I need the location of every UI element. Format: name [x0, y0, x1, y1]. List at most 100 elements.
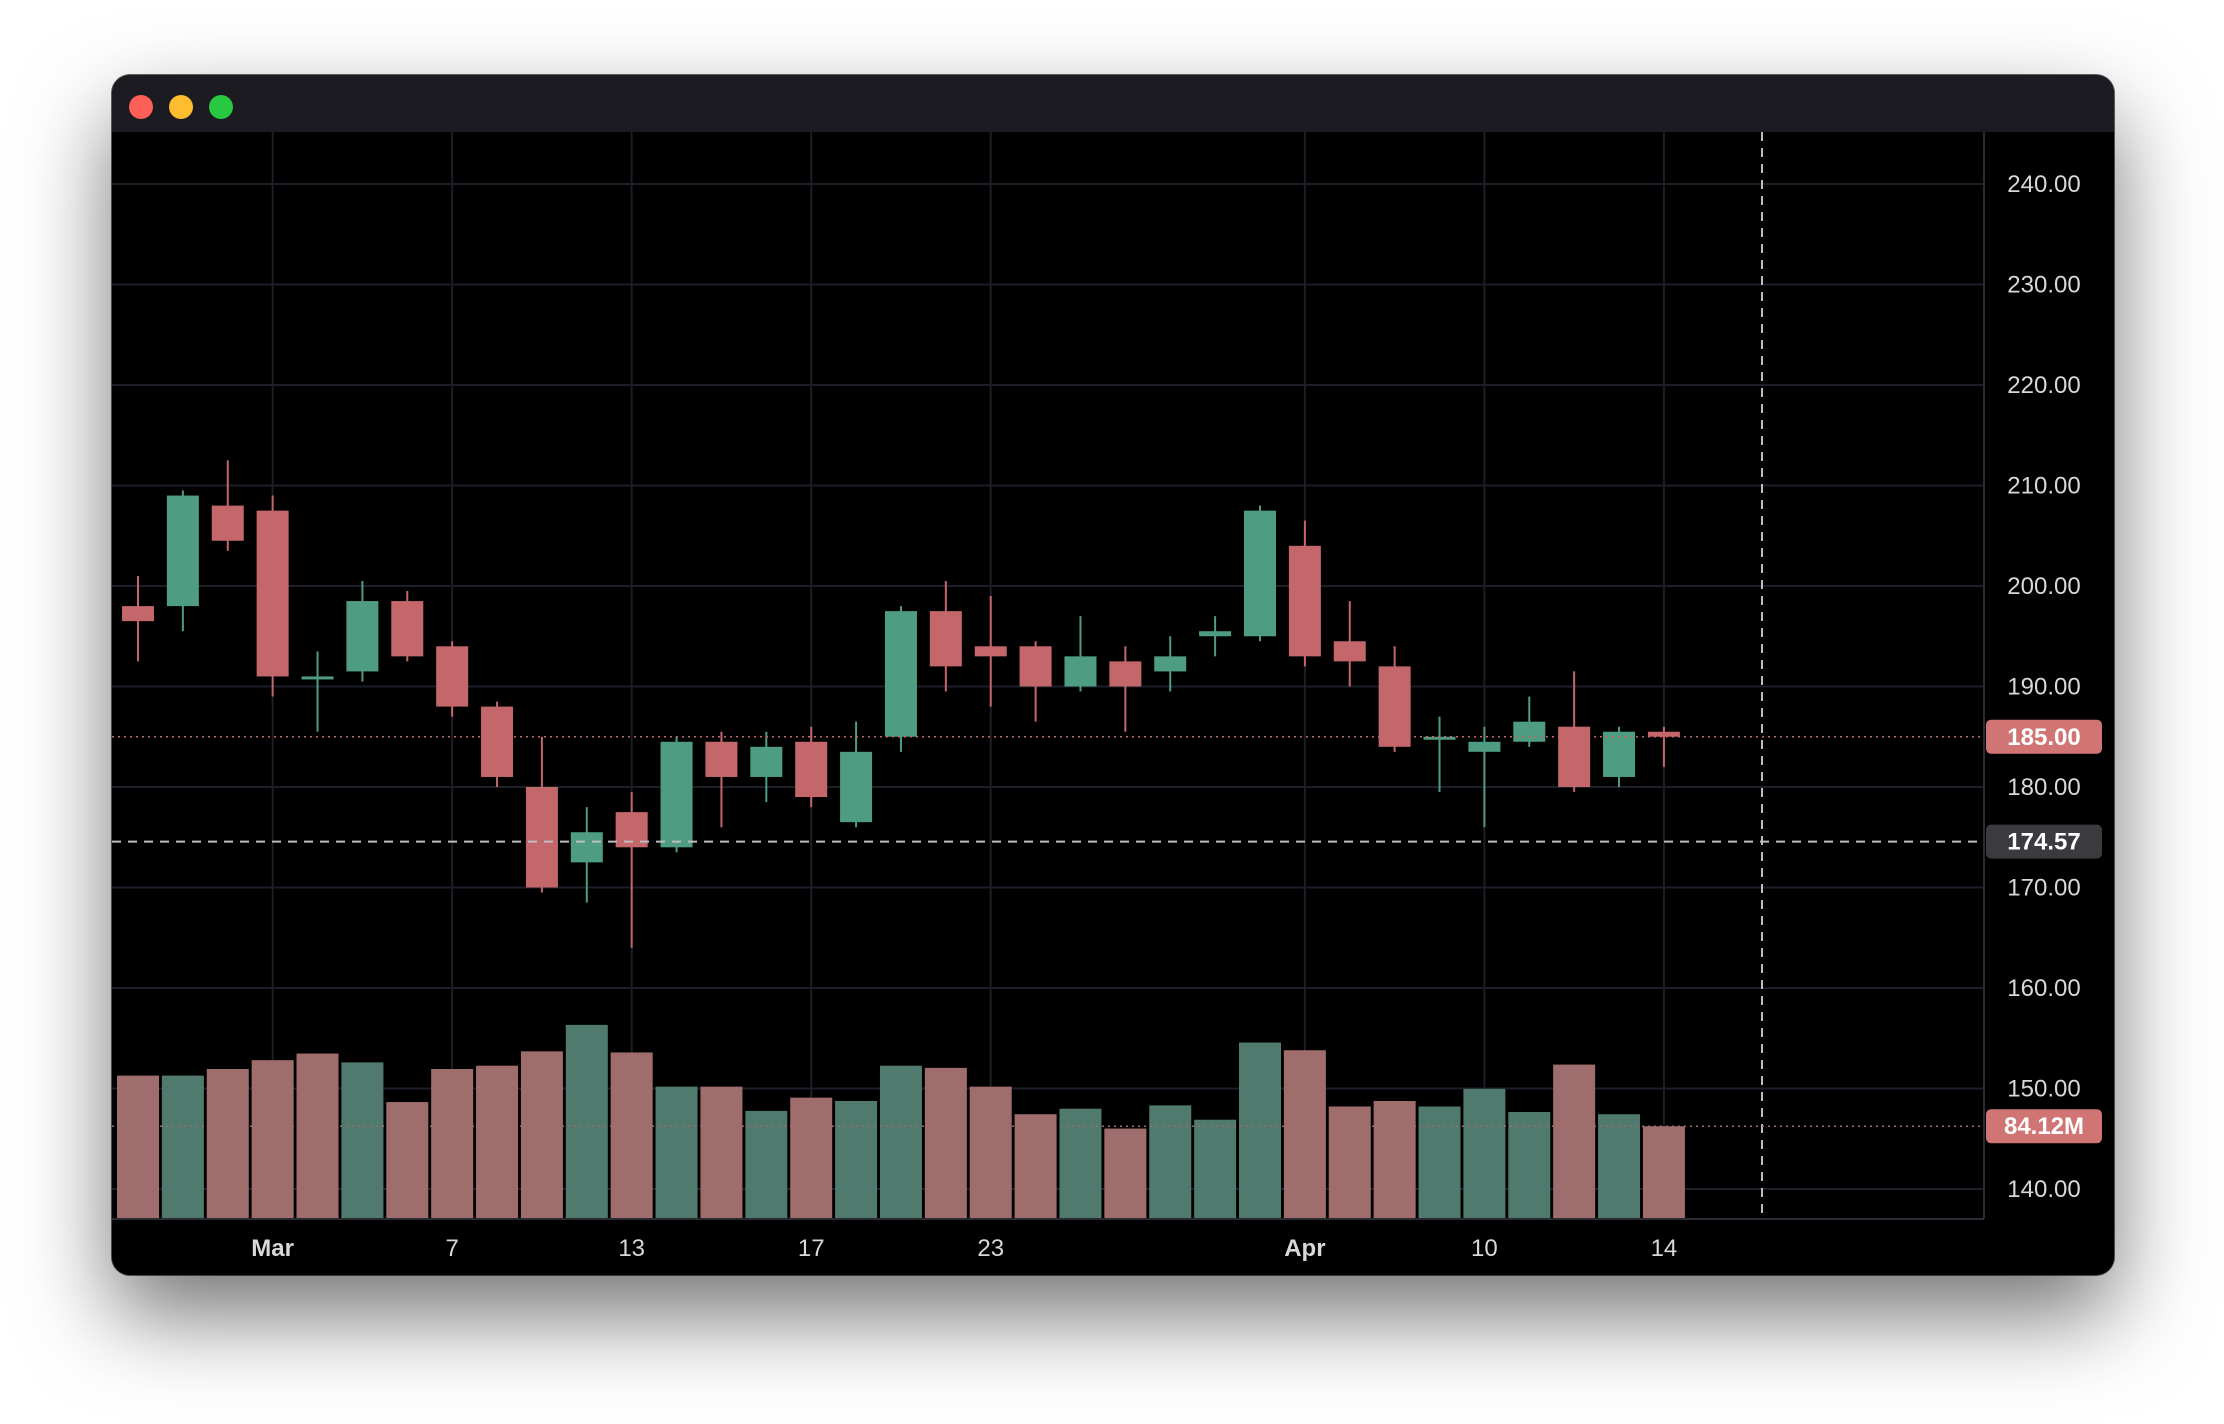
- volume-bar: [1373, 1100, 1416, 1219]
- price-tick-label: 140.00: [2007, 1176, 2080, 1203]
- price-tick-label: 190.00: [2007, 674, 2080, 701]
- time-tick-label: 7: [445, 1235, 458, 1262]
- volume-bar: [1508, 1112, 1551, 1219]
- chart-window: 140.00 150.00 160.00 170.00 180.00 190.00 200.…: [112, 75, 2114, 1275]
- candle-up: [1468, 741, 1501, 752]
- volume-bar: [1328, 1106, 1371, 1219]
- volume-bar: [117, 1075, 159, 1219]
- volume-bar: [700, 1086, 743, 1219]
- candlestick-chart[interactable]: 140.00 150.00 160.00 170.00 180.00 190.00 200.…: [112, 132, 2114, 1275]
- price-tick-label: 220.00: [2007, 372, 2080, 399]
- volume-bar: [1194, 1119, 1237, 1219]
- candle-up: [1199, 631, 1232, 637]
- volume-bar: [296, 1053, 339, 1219]
- volume-bar: [386, 1102, 429, 1219]
- crosshair-price-label-background: [1986, 824, 2102, 859]
- volume-bar: [1642, 1126, 1685, 1219]
- time-tick-label: 23: [977, 1235, 1004, 1262]
- time-tick-label: 13: [618, 1235, 645, 1262]
- last-price-label-background: [1986, 719, 2102, 754]
- close-window-button[interactable]: [129, 95, 153, 119]
- zoom-window-button[interactable]: [209, 95, 233, 119]
- volume-bar: [1014, 1114, 1057, 1219]
- price-tick-label: 170.00: [2007, 875, 2080, 902]
- time-tick-label: 17: [798, 1235, 825, 1262]
- candle-down: [211, 505, 244, 541]
- candle-up: [840, 751, 873, 823]
- volume-bar: [206, 1068, 249, 1219]
- price-tick-label: 240.00: [2007, 171, 2080, 198]
- volume-bar: [1149, 1105, 1192, 1219]
- volume-bar: [251, 1060, 294, 1219]
- candle-down: [1019, 646, 1052, 687]
- title-bar: [112, 75, 2114, 132]
- volume-bar: [341, 1062, 384, 1219]
- price-tick-label: 200.00: [2007, 573, 2080, 600]
- volume-bar: [835, 1100, 878, 1219]
- candle-down: [1378, 666, 1411, 747]
- candle-up: [1423, 736, 1456, 740]
- volume-bar: [431, 1068, 474, 1219]
- candle-up: [1244, 510, 1276, 637]
- candle-down: [525, 787, 558, 888]
- volume-bar: [161, 1075, 204, 1219]
- volume-bar: [655, 1086, 698, 1219]
- candle-down: [122, 606, 154, 622]
- candle-down: [481, 706, 514, 777]
- candle-down: [1288, 545, 1321, 657]
- time-tick-label: 10: [1471, 1235, 1498, 1262]
- time-tick-label: Mar: [251, 1235, 294, 1262]
- volume-bar: [520, 1051, 563, 1219]
- last-price-label: 185.00: [2007, 724, 2080, 751]
- crosshair-price-label: 174.57: [2007, 829, 2080, 856]
- candle-up: [750, 746, 783, 777]
- candle-up: [570, 832, 603, 863]
- candle-up: [1154, 656, 1187, 672]
- volume-bar: [1239, 1042, 1281, 1219]
- candle-up: [166, 495, 199, 607]
- candle-down: [795, 741, 828, 798]
- candle-down: [1558, 726, 1591, 787]
- candle-down: [436, 646, 469, 707]
- candle-down: [974, 646, 1007, 657]
- candle-up: [660, 741, 693, 848]
- time-tick-label: 14: [1651, 1235, 1678, 1262]
- candle-down: [1109, 661, 1142, 687]
- candle-down: [391, 601, 424, 657]
- candle-down: [929, 611, 962, 667]
- volume-bar: [1104, 1128, 1147, 1219]
- minimize-window-button[interactable]: [169, 95, 193, 119]
- volume-bar: [1418, 1106, 1461, 1219]
- volume-bar: [790, 1097, 833, 1219]
- price-tick-label: 230.00: [2007, 272, 2080, 299]
- candle-down: [256, 510, 289, 677]
- volume-bar: [1598, 1114, 1641, 1219]
- price-tick-label: 150.00: [2007, 1076, 2080, 1103]
- candle-down: [1333, 641, 1366, 662]
- candle-up: [1064, 656, 1097, 687]
- price-tick-label: 210.00: [2007, 473, 2080, 500]
- candle-up: [346, 601, 379, 672]
- last-volume-label-background: [1986, 1109, 2102, 1144]
- volume-bar: [476, 1065, 519, 1219]
- last-volume-label: 84.12M: [2004, 1113, 2084, 1140]
- candle-down: [1647, 731, 1680, 737]
- price-tick-label: 180.00: [2007, 774, 2080, 801]
- price-tick-label: 160.00: [2007, 975, 2080, 1002]
- volume-bar: [1463, 1088, 1506, 1219]
- volume-bar: [1059, 1108, 1102, 1219]
- candle-up: [884, 611, 917, 737]
- volume-bar: [924, 1067, 967, 1219]
- volume-bar: [1553, 1064, 1596, 1219]
- volume-bar: [565, 1024, 608, 1219]
- volume-bar: [610, 1052, 653, 1219]
- volume-bar: [1283, 1050, 1326, 1219]
- candle-up: [1603, 731, 1636, 777]
- volume-bar: [879, 1065, 922, 1219]
- candle-down: [705, 741, 738, 777]
- candle-up: [1513, 721, 1546, 742]
- candle-up: [301, 676, 334, 680]
- volume-bar: [969, 1086, 1012, 1219]
- time-tick-label: Apr: [1284, 1235, 1325, 1262]
- volume-bar: [745, 1110, 788, 1219]
